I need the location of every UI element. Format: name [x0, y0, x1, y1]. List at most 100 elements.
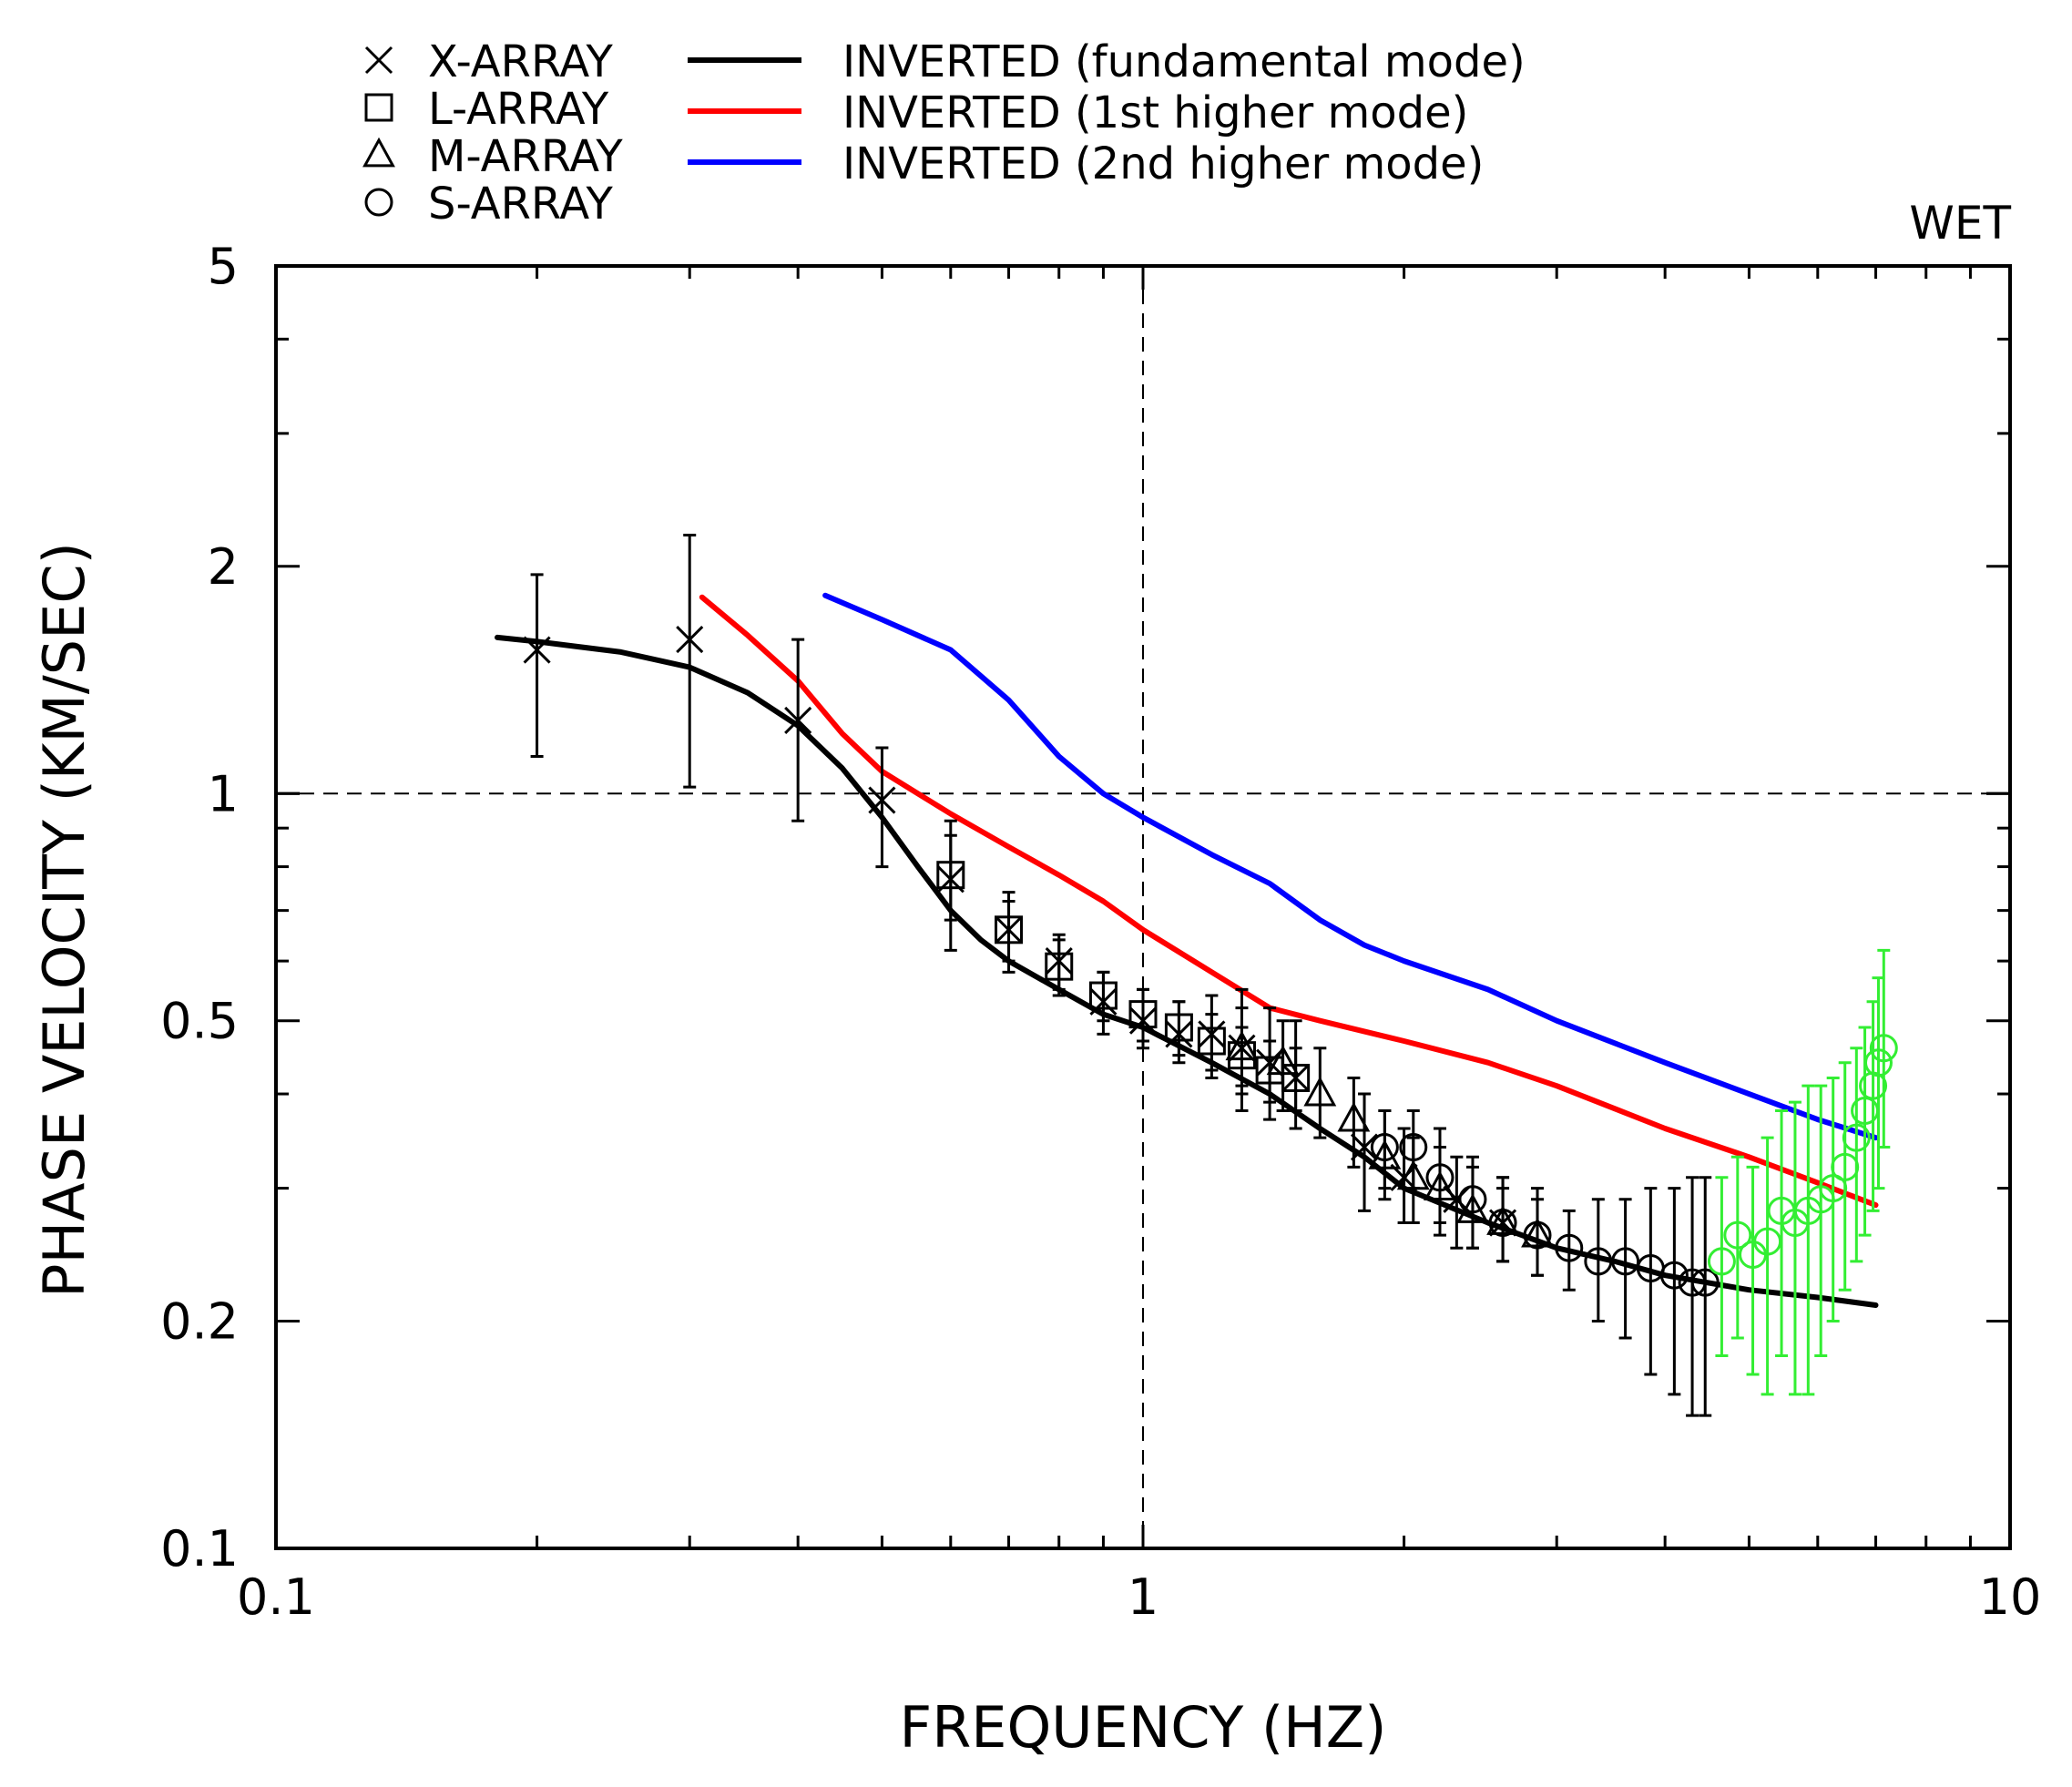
data-point — [1164, 1013, 1193, 1042]
error-bar — [1205, 1013, 1219, 1072]
legend-label: M-ARRAY — [428, 131, 623, 182]
error-bar — [1761, 1136, 1774, 1396]
error-bar — [1465, 1155, 1479, 1250]
error-bar — [1775, 1109, 1789, 1357]
error-bar — [1097, 970, 1110, 1023]
x-tick-label: 0.1 — [237, 1568, 315, 1626]
series-s-array — [1707, 948, 1898, 1396]
data-point — [1488, 1209, 1517, 1238]
data-point — [1611, 1247, 1640, 1276]
error-bar — [1358, 1092, 1372, 1212]
data-point — [1458, 1185, 1487, 1214]
legend-label: X-ARRAY — [428, 36, 613, 87]
data-point — [1197, 1026, 1226, 1056]
data-point — [1045, 952, 1074, 981]
y-tick-label: 0.2 — [160, 1293, 239, 1351]
error-bar — [1746, 1165, 1760, 1376]
data-point — [1659, 1261, 1689, 1290]
error-bar — [1313, 1047, 1327, 1139]
x-axis-label: FREQUENCY (HZ) — [900, 1694, 1387, 1761]
data-point — [1842, 1123, 1871, 1152]
x-tick-label: 10 — [1979, 1568, 2042, 1626]
error-bar — [1137, 987, 1149, 1043]
error-bar — [1668, 1187, 1681, 1396]
data-point — [1225, 1030, 1259, 1061]
error-bar — [1788, 1100, 1802, 1396]
x-tick-labels: 0.1 1 10 — [237, 1568, 2041, 1626]
y-tick-label: 2 — [208, 538, 239, 596]
x-tick-label: 1 — [1128, 1568, 1158, 1626]
error-bar — [683, 533, 697, 789]
data-point — [1303, 1076, 1337, 1107]
error-bar — [1378, 1109, 1392, 1190]
data-point — [995, 915, 1024, 945]
error-bar — [944, 833, 957, 922]
error-bar — [1618, 1198, 1632, 1340]
plot-frame — [274, 264, 2012, 1550]
error-bar — [1838, 1061, 1852, 1292]
error-bar — [1850, 1047, 1863, 1263]
legend-marker-circle — [364, 188, 393, 217]
error-bar — [1289, 1047, 1302, 1113]
mode-curve-1 — [699, 594, 1879, 1209]
data-point — [1707, 1247, 1736, 1276]
data-point — [1425, 1163, 1454, 1192]
plot-area — [274, 264, 2012, 1550]
y-axis-label: PHASE VELOCITY (KM/SEC) — [31, 542, 97, 1298]
error-bar — [530, 573, 544, 758]
data-point — [1088, 981, 1118, 1010]
data-point — [1350, 1133, 1379, 1161]
error-bar — [1814, 1084, 1828, 1357]
data-point — [936, 861, 965, 890]
data-point — [868, 786, 896, 814]
mode-curve-2 — [822, 592, 1879, 1141]
error-bar — [1591, 1198, 1605, 1323]
series-l-array — [936, 833, 1311, 1113]
series-s-array — [1370, 1109, 1720, 1417]
error-bar — [1450, 1155, 1464, 1250]
y-tick-label: 0.1 — [160, 1520, 239, 1578]
error-bar — [1276, 1019, 1290, 1113]
error-bar — [791, 638, 805, 822]
legend-marker-triangle — [362, 137, 395, 168]
error-bar — [1877, 948, 1891, 1149]
data-point — [1399, 1133, 1428, 1162]
observed-points — [523, 533, 1898, 1417]
y-tick-labels: 0.1 0.2 0.5 1 2 5 — [160, 238, 239, 1578]
error-bar — [1406, 1109, 1420, 1190]
error-bar — [1715, 1176, 1729, 1357]
error-bar — [1347, 1076, 1361, 1169]
error-bar — [1826, 1076, 1840, 1323]
legend-label: S-ARRAY — [428, 179, 613, 230]
data-point — [1370, 1133, 1399, 1162]
data-point — [676, 626, 704, 654]
data-point — [1523, 1220, 1552, 1250]
error-bar — [1172, 1000, 1186, 1057]
legend-label: INVERTED (fundamental mode) — [842, 36, 1526, 87]
y-tick-label: 0.5 — [160, 993, 239, 1050]
error-bar — [1562, 1209, 1576, 1292]
error-bar — [1433, 1127, 1446, 1225]
error-bar — [1235, 1006, 1249, 1096]
data-point — [1869, 1034, 1898, 1063]
legend-label: INVERTED (2nd higher mode) — [842, 138, 1484, 189]
data-point — [1128, 1000, 1158, 1029]
error-bar — [1002, 899, 1016, 963]
legend-marker-cross — [364, 46, 393, 75]
legend-label: L-ARRAY — [428, 84, 609, 135]
y-tick-label: 5 — [208, 238, 239, 295]
wet-annotation: WET — [1909, 197, 2011, 250]
error-bar — [1496, 1176, 1510, 1263]
error-bar — [1802, 1084, 1815, 1396]
data-point — [1266, 1045, 1300, 1076]
data-point — [1337, 1101, 1371, 1132]
data-point — [1555, 1233, 1584, 1262]
data-point — [1723, 1220, 1752, 1250]
legend-marker-square — [364, 93, 393, 122]
mode-curves — [495, 592, 1879, 1308]
mode-curve-0 — [495, 634, 1879, 1308]
data-point — [1690, 1268, 1720, 1297]
series-x-array — [523, 533, 1517, 1263]
